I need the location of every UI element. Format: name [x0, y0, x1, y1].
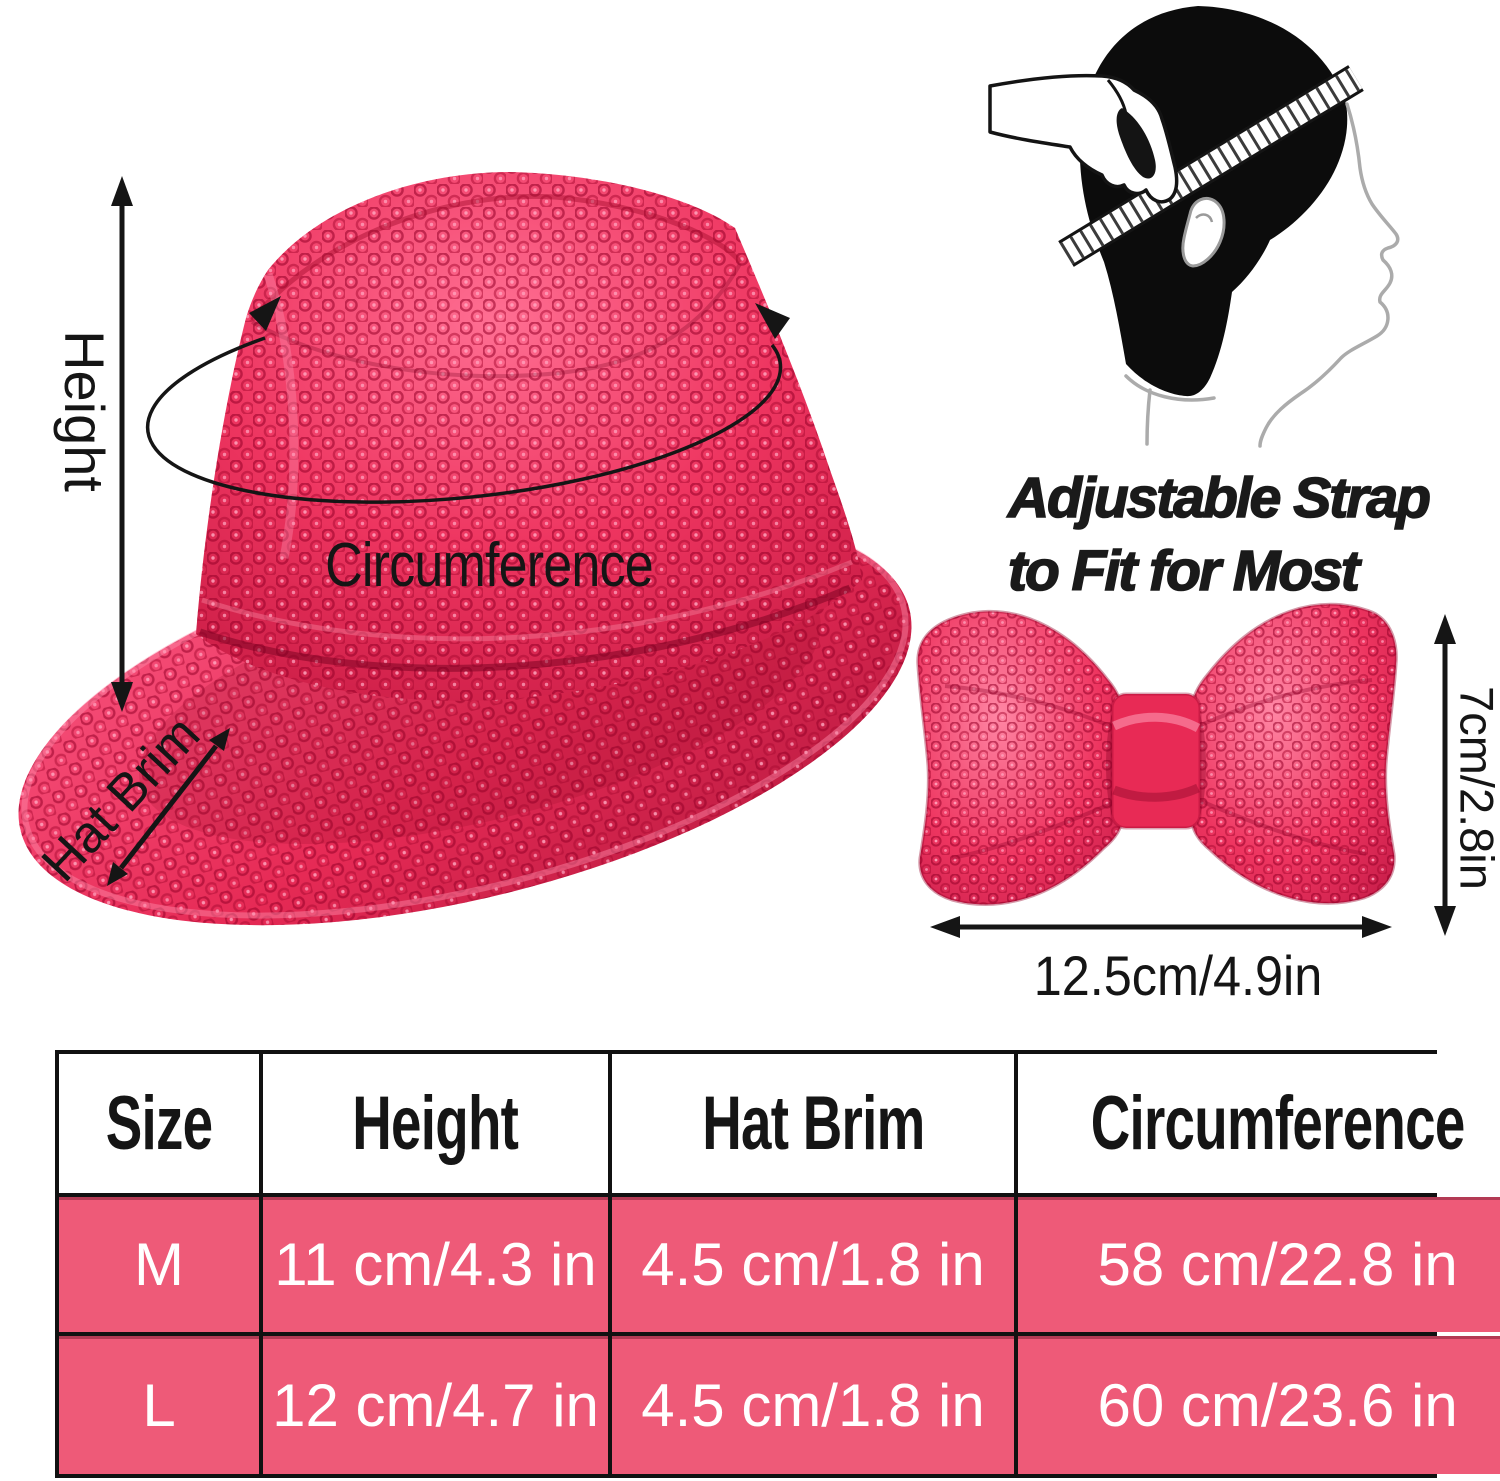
sequin-bow-tie	[916, 602, 1398, 906]
size-table-header-circumference: Circumference	[1018, 1054, 1500, 1193]
adjustable-strap-note-line1: Adjustable Strap	[1007, 465, 1432, 531]
size-table: Size Height Hat Brim Circumference M 11 …	[55, 1050, 1500, 1478]
size-table-cell-m-size: M	[59, 1197, 259, 1332]
head-measuring-illustration	[988, 6, 1400, 448]
size-table-cell-l-height: 12 cm/4.7 in	[263, 1336, 608, 1474]
size-table-header-hat-brim: Hat Brim	[612, 1054, 1014, 1193]
bowtie-height-arrow-icon	[1434, 614, 1456, 936]
size-table-cell-l-circumference: 60 cm/23.6 in	[1018, 1336, 1500, 1474]
size-table-cell-l-size: L	[59, 1336, 259, 1474]
size-table-header-height: Height	[263, 1054, 608, 1193]
height-arrow-icon	[111, 176, 133, 712]
measuring-hand	[988, 73, 1179, 204]
size-table-cell-m-brim: 4.5 cm/1.8 in	[612, 1197, 1014, 1332]
bowtie-width-arrow-icon	[930, 916, 1392, 938]
bowtie-height-label: 7cm/2.8in	[1450, 686, 1500, 890]
circumference-ellipse-arrow-icon	[145, 296, 790, 504]
size-table-cell-m-height: 11 cm/4.3 in	[263, 1197, 608, 1332]
sequin-fedora-hat	[18, 172, 912, 926]
height-dimension-label: Height	[53, 330, 116, 492]
bowtie-width-label: 12.5cm/4.9in	[1033, 944, 1323, 1007]
size-table-cell-m-circumference: 58 cm/22.8 in	[1018, 1197, 1500, 1332]
circumference-dimension-label: Circumference	[325, 531, 654, 600]
size-table-header-size: Size	[59, 1054, 259, 1193]
hat-brim-arrow-icon	[107, 728, 230, 886]
size-table-cell-l-brim: 4.5 cm/1.8 in	[612, 1336, 1014, 1474]
adjustable-strap-note: Adjustable Strap to Fit for Most	[1007, 462, 1432, 608]
adjustable-strap-note-line2: to Fit for Most	[1007, 538, 1361, 604]
measuring-tape	[1058, 65, 1364, 267]
